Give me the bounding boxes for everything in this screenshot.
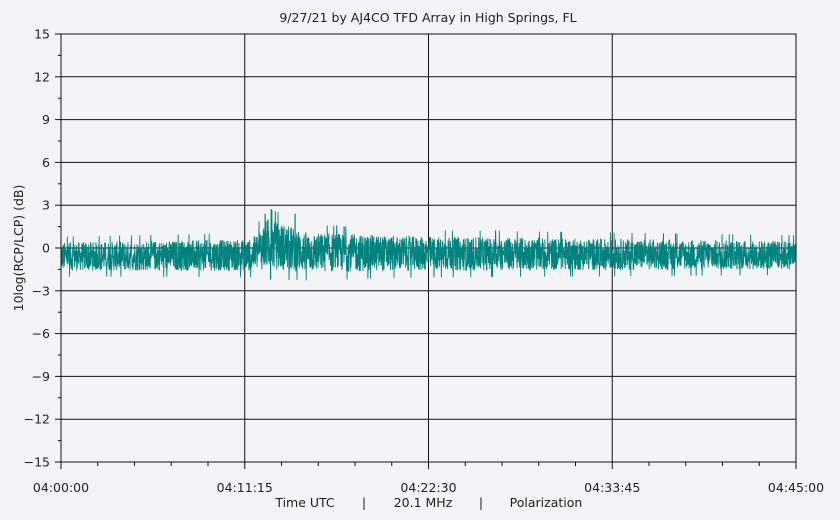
x-axis: 04:00:00 04:11:15 04:22:30 04:33:45 04:45:00 bbox=[33, 462, 824, 495]
y-tick-label: −12 bbox=[24, 412, 50, 427]
y-tick-label: 3 bbox=[42, 198, 50, 213]
y-tick-label: −9 bbox=[32, 369, 50, 384]
x-tick-label: 04:00:00 bbox=[33, 480, 89, 495]
grid bbox=[61, 34, 796, 462]
x-axis-label-part: 20.1 MHz bbox=[394, 495, 453, 510]
y-tick-label: 15 bbox=[34, 27, 50, 42]
y-tick-label: 12 bbox=[34, 69, 50, 84]
series-line bbox=[60, 209, 797, 281]
y-tick-label: 6 bbox=[42, 155, 50, 170]
x-axis-label-part: Polarization bbox=[510, 495, 583, 510]
y-tick-label: 0 bbox=[42, 241, 50, 256]
series-group bbox=[60, 209, 797, 281]
x-tick-label: 04:33:45 bbox=[584, 480, 640, 495]
y-tick-label: 9 bbox=[42, 112, 50, 127]
x-axis-label-part: | bbox=[362, 495, 366, 510]
y-tick-label: −6 bbox=[32, 326, 50, 341]
y-axis-label: 10log(RCP/LCP) (dB) bbox=[11, 185, 26, 312]
x-axis-label: Time UTC | 20.1 MHz | Polarization bbox=[274, 495, 582, 510]
y-axis: 15 12 9 6 3 0 −3 −6 −9 −12 −15 bbox=[24, 27, 61, 470]
chart-title: 9/27/21 by AJ4CO TFD Array in High Sprin… bbox=[279, 10, 576, 25]
x-tick-label: 04:22:30 bbox=[400, 480, 456, 495]
x-tick-label: 04:45:00 bbox=[768, 480, 824, 495]
x-axis-label-part: | bbox=[479, 495, 483, 510]
y-tick-label: −15 bbox=[24, 455, 50, 470]
x-axis-label-part: Time UTC bbox=[274, 495, 335, 510]
x-tick-label: 04:11:15 bbox=[217, 480, 273, 495]
y-tick-label: −3 bbox=[32, 283, 50, 298]
